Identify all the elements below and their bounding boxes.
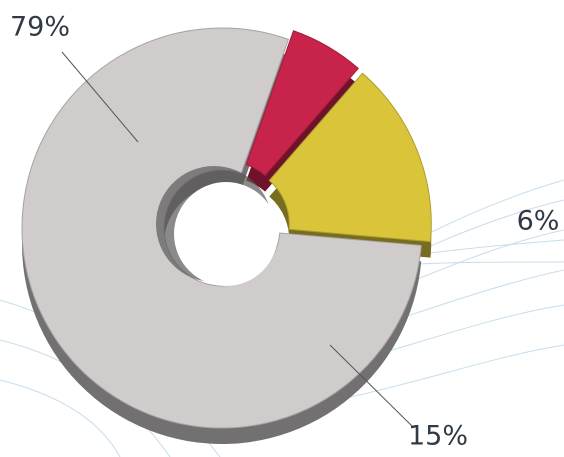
- value-label: 15%: [408, 421, 468, 452]
- donut-hole: [174, 182, 278, 286]
- slice: [245, 30, 359, 177]
- slice: [268, 72, 432, 243]
- value-label: 79%: [10, 12, 70, 43]
- value-label: 6%: [517, 206, 560, 237]
- leader-line: [61, 51, 139, 143]
- leader-line: [329, 344, 415, 429]
